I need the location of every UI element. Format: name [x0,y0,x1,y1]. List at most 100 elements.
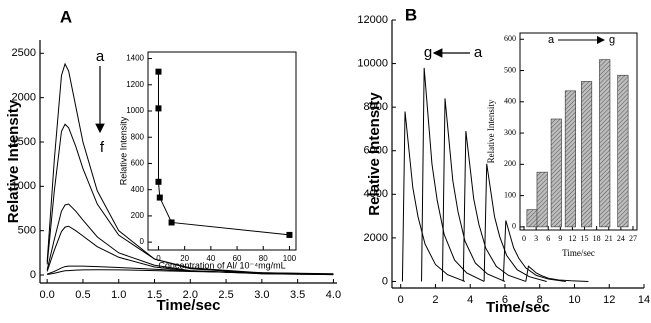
x-tick-label: 20 [180,254,189,263]
x-tick-label: 4.0 [326,289,341,301]
x-tick-label: 8 [537,294,543,306]
x-tick-label: 15 [581,234,589,243]
y-tick-label: 4000 [364,188,388,200]
y-tick-label: 0 [30,269,36,281]
plot-frame [519,32,638,231]
x-tick-label: 24 [617,234,625,243]
y-tick-label: 300 [504,128,516,137]
x-tick-label: 12 [603,294,615,306]
y-tick-label: 1400 [126,54,144,63]
x-tick-label: 0.5 [75,289,90,301]
x-tick-label: 2.5 [218,289,233,301]
x-tick-label: 6 [546,234,550,243]
panel-label: B [405,5,417,24]
y-tick-label: 200 [504,159,516,168]
y-tick-label: 500 [18,225,36,237]
data-line [47,269,334,276]
y-axis-label: Relative Intensity [366,92,383,216]
annotation: g [609,34,615,46]
x-tick-label: 40 [206,254,215,263]
x-tick-label: 60 [233,254,242,263]
y-tick-label: 200 [131,211,145,220]
data-point [168,219,175,226]
panel-label: A [60,7,72,26]
annotation: a [548,34,555,46]
plot-frame [147,51,297,251]
x-tick-label: 0 [398,294,404,306]
x-tick-label: 80 [259,254,268,263]
x-tick-label: 14 [638,294,650,306]
y-tick-label: 500 [504,65,516,74]
data-point [286,231,293,238]
y-tick-label: 1200 [126,80,144,89]
y-tick-label: 0 [140,237,145,246]
x-axis-label: Concentration of Al/ 10⁻⁴mg/mL [158,260,285,270]
bar [536,171,548,228]
data-line [401,111,466,282]
annotation: a [96,48,105,65]
x-tick-label: 4 [467,294,473,306]
bar [564,90,576,228]
x-tick-label: 3.5 [290,289,305,301]
connector-line [157,71,290,236]
y-tick-label: 800 [131,132,145,141]
bar [617,74,629,228]
y-tick-label: 2000 [12,92,36,104]
y-tick-label: 600 [131,159,145,168]
y-axis-label: Relative Intensity [118,116,128,185]
data-line [502,220,566,282]
x-tick-label: 0.0 [40,289,55,301]
x-tick-label: 100 [283,254,297,263]
data-line [421,67,485,282]
x-axis-label: Time/sec [562,248,595,258]
y-tick-label: 2000 [364,232,388,244]
y-tick-label: 1000 [12,180,36,192]
annotation: f [100,139,105,156]
y-tick-label: 0 [512,222,516,231]
y-tick-label: 6000 [364,145,388,157]
bar [599,59,611,228]
y-axis-label: Relative Intensity [486,99,496,163]
annotation: g [424,44,432,61]
y-axis-label: Relative Intensity [5,99,22,223]
x-tick-label: 1.0 [111,289,126,301]
y-tick-label: 12000 [357,14,388,26]
data-line [46,62,334,275]
x-tick-label: 3 [534,234,538,243]
x-axis-label: Time/sec [157,297,221,314]
data-line [525,265,589,282]
y-tick-label: 0 [382,275,388,287]
x-tick-label: 0 [522,234,526,243]
x-tick-label: 1.5 [147,289,162,301]
data-line [441,98,506,282]
y-tick-label: 400 [504,97,516,106]
data-point [156,194,163,201]
x-tick-label: 9 [558,234,562,243]
data-point [155,178,162,185]
y-tick-label: 600 [504,34,516,43]
data-line [46,123,334,275]
x-tick-label: 2.0 [183,289,198,301]
x-tick-label: 12 [568,234,576,243]
y-tick-label: 2500 [12,47,36,59]
bar [581,81,593,228]
x-tick-label: 21 [605,234,613,243]
annotation: a [474,44,483,61]
y-tick-label: 1500 [12,136,36,148]
x-tick-label: 3.0 [254,289,269,301]
x-axis-label: Time/sec [486,299,550,316]
x-tick-label: 27 [629,234,637,243]
bar [550,118,562,228]
data-point [155,68,162,75]
x-tick-label: 2 [432,294,438,306]
x-tick-label: 10 [568,294,580,306]
y-tick-label: 10000 [357,57,388,69]
x-tick-label: 6 [502,294,508,306]
x-tick-label: 0 [156,254,161,263]
y-tick-label: 8000 [364,101,388,113]
y-tick-label: 1000 [126,106,144,115]
x-tick-label: 18 [593,234,601,243]
